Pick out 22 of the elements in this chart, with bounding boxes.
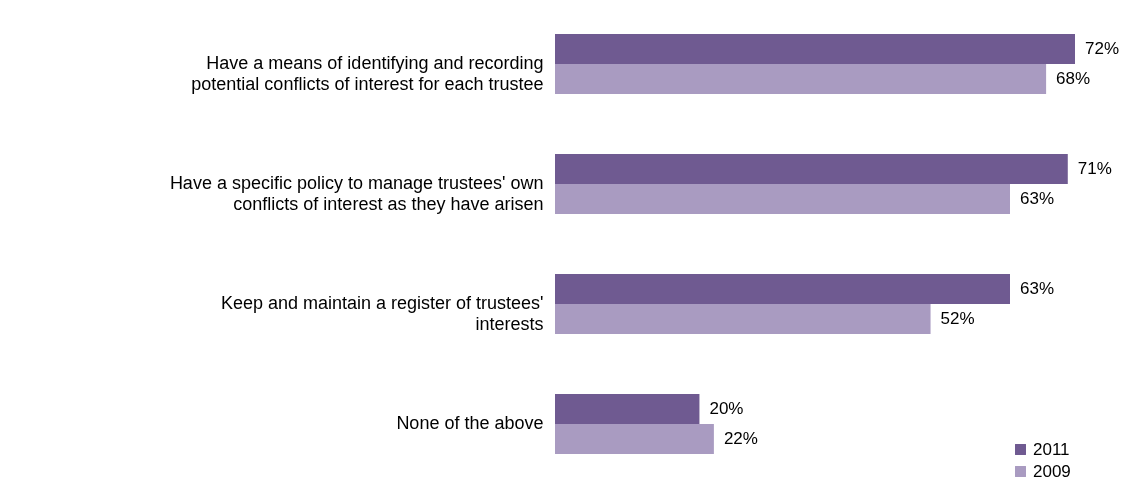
- data-label: 63%: [1020, 279, 1055, 298]
- data-label: 22%: [723, 429, 758, 448]
- data-label: 20%: [709, 399, 744, 418]
- legend-label: 2009: [1033, 461, 1071, 481]
- y-tick-label: Have a means of identifying and recording potential conflicts of interest for each trustee: [191, 53, 544, 94]
- y-tick-label: Have a specific policy to manage trustees' own conflicts of interest as they have arisen: [169, 173, 544, 214]
- data-label: 63%: [1020, 189, 1055, 208]
- data-label: 52%: [940, 309, 975, 328]
- bar: [555, 34, 1075, 64]
- data-label: 68%: [1056, 69, 1091, 88]
- bar: [555, 274, 1010, 304]
- bar: [555, 64, 1047, 94]
- bar: [555, 304, 931, 334]
- bar: [555, 154, 1068, 184]
- bar: [555, 184, 1010, 214]
- bar: [555, 394, 700, 424]
- y-tick-label: None of the above: [396, 413, 544, 433]
- data-label: 72%: [1085, 39, 1120, 58]
- y-tick-label: Keep and maintain a register of trustees' interests: [220, 293, 544, 334]
- data-label: 71%: [1077, 159, 1112, 178]
- legend-label: 2011: [1033, 439, 1070, 459]
- bar: [555, 424, 714, 454]
